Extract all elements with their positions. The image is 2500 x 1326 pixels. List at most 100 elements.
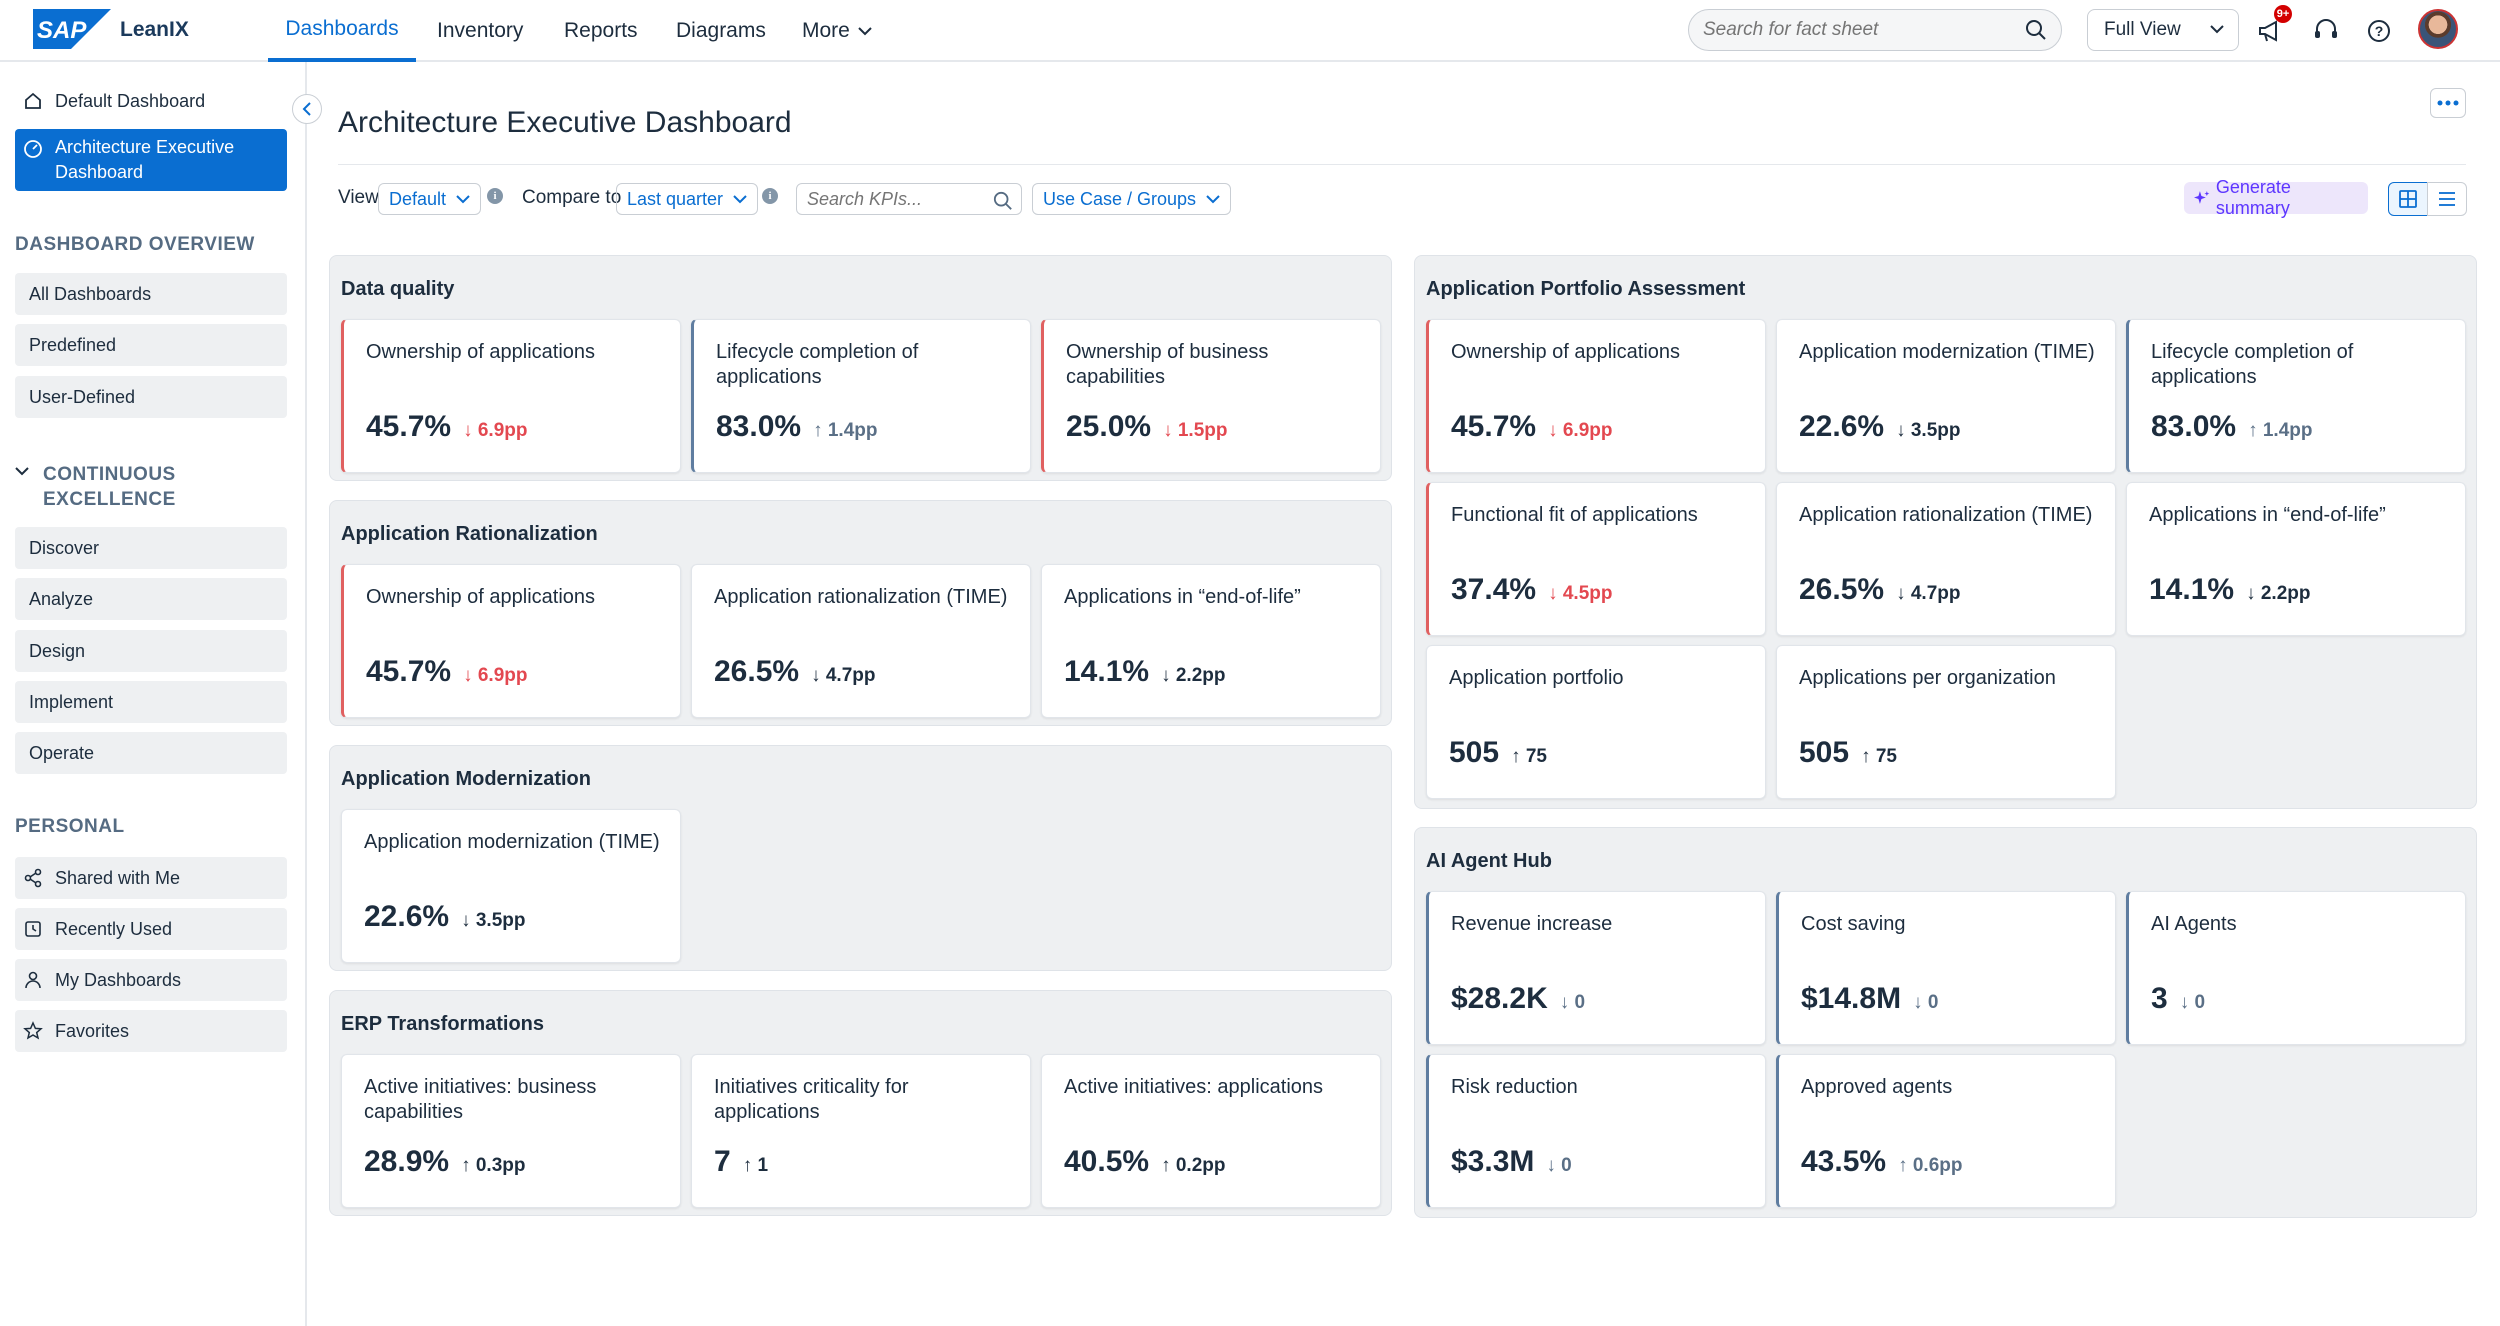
help-icon[interactable]: ? bbox=[2364, 16, 2394, 46]
fact-sheet-search-input[interactable] bbox=[1703, 19, 2003, 41]
kpi-delta: ↓ 2.2pp bbox=[2246, 583, 2311, 604]
kpi-card[interactable]: Applications in “end-of-life” 14.1% ↓ 2.2… bbox=[1041, 564, 1381, 718]
svg-text:?: ? bbox=[2375, 23, 2384, 39]
kpi-value: 3 bbox=[2151, 982, 2168, 1015]
sidebar-item-default-dashboard[interactable]: Default Dashboard bbox=[15, 83, 287, 119]
kpi-card[interactable]: Ownership of applications 45.7% ↓ 6.9pp bbox=[341, 319, 681, 473]
sidebar-item-discover[interactable]: Discover bbox=[15, 527, 287, 569]
kpi-value: 83.0% bbox=[716, 410, 802, 443]
fact-sheet-search[interactable] bbox=[1688, 9, 2062, 51]
kpi-delta: ↑ 0.6pp bbox=[1898, 1155, 1963, 1176]
sidebar-item-all-dashboards[interactable]: All Dashboards bbox=[15, 273, 287, 315]
panel-erp-transformations: ERP Transformations Active initiatives: … bbox=[329, 990, 1392, 1216]
sidebar-item-design[interactable]: Design bbox=[15, 630, 287, 672]
panel-title: AI Agent Hub bbox=[1426, 850, 1552, 872]
kpi-card[interactable]: Applications per organization 505 ↑ 75 bbox=[1776, 645, 2116, 799]
kpi-card[interactable]: Ownership of applications 45.7% ↓ 6.9pp bbox=[1426, 319, 1766, 473]
kpi-card[interactable]: Applications in “end-of-life” 14.1% ↓ 2.2… bbox=[2126, 482, 2466, 636]
kpi-card[interactable]: Application rationalization (TIME) 26.5%… bbox=[691, 564, 1031, 718]
kpi-delta: ↓ 3.5pp bbox=[1896, 420, 1961, 441]
kpi-delta: ↓ 1.5pp bbox=[1163, 420, 1228, 441]
more-options-button[interactable] bbox=[2430, 88, 2466, 118]
headset-icon[interactable] bbox=[2311, 16, 2341, 46]
dashboard-gauge-icon bbox=[24, 140, 42, 158]
search-icon[interactable] bbox=[2025, 19, 2047, 41]
page-title: Architecture Executive Dashboard bbox=[338, 106, 792, 139]
megaphone-icon[interactable] bbox=[2256, 16, 2286, 46]
nav-inventory[interactable]: Inventory bbox=[437, 19, 524, 42]
use-case-groups-value: Use Case / Groups bbox=[1043, 188, 1197, 209]
section-continuous-excellence[interactable]: CONTINUOUS EXCELLENCE bbox=[15, 462, 176, 512]
nav-dashboards[interactable]: Dashboards bbox=[268, 0, 416, 62]
nav-more[interactable]: More bbox=[802, 0, 872, 62]
brand-name[interactable]: LeanIX bbox=[120, 18, 189, 41]
sidebar-item-favorites[interactable]: Favorites bbox=[15, 1010, 287, 1052]
kpi-search-input[interactable] bbox=[807, 188, 987, 210]
nav-reports[interactable]: Reports bbox=[564, 19, 638, 42]
info-icon[interactable]: i bbox=[487, 188, 503, 204]
info-icon[interactable]: i bbox=[762, 188, 778, 204]
kpi-title: Active initiatives: business capabilitie… bbox=[364, 1076, 597, 1123]
view-label: View bbox=[338, 187, 379, 208]
panel-application-rationalization: Application Rationalization Ownership of… bbox=[329, 500, 1392, 726]
kpi-title: Application modernization (TIME) bbox=[1799, 341, 2095, 363]
kpi-card[interactable]: AI Agents 3 ↓ 0 bbox=[2126, 891, 2466, 1045]
chevron-down-icon bbox=[858, 27, 872, 36]
sidebar-item-recently-used[interactable]: Recently Used bbox=[15, 908, 287, 950]
kpi-value: 26.5% bbox=[714, 655, 800, 688]
kpi-card[interactable]: Application portfolio 505 ↑ 75 bbox=[1426, 645, 1766, 799]
kpi-search[interactable] bbox=[796, 183, 1022, 215]
list-view-toggle[interactable] bbox=[2427, 182, 2467, 216]
sidebar-item-operate[interactable]: Operate bbox=[15, 732, 287, 774]
kpi-card[interactable]: Application modernization (TIME) 22.6% ↓ … bbox=[1776, 319, 2116, 473]
kpi-card[interactable]: Approved agents 43.5% ↑ 0.6pp bbox=[1776, 1054, 2116, 1208]
sidebar-item-user-defined[interactable]: User-Defined bbox=[15, 376, 287, 418]
share-icon bbox=[24, 868, 42, 888]
collapse-sidebar-button[interactable] bbox=[292, 94, 322, 124]
sidebar-item-analyze[interactable]: Analyze bbox=[15, 578, 287, 620]
kpi-card[interactable]: Lifecycle completion of applications 83.… bbox=[691, 319, 1031, 473]
kpi-title: Application rationalization (TIME) bbox=[1799, 504, 2093, 526]
kpi-card[interactable]: Revenue increase $28.2K ↓ 0 bbox=[1426, 891, 1766, 1045]
panel-title: Data quality bbox=[341, 278, 455, 300]
section-title-line-1: CONTINUOUS bbox=[43, 464, 176, 485]
kpi-delta: ↓ 0 bbox=[1559, 992, 1586, 1013]
kpi-value: 14.1% bbox=[1064, 655, 1150, 688]
generate-summary-button[interactable]: Generate summary bbox=[2184, 177, 2368, 218]
kpi-value: $28.2K bbox=[1451, 982, 1548, 1015]
kpi-card[interactable]: Lifecycle completion of applications 83.… bbox=[2126, 319, 2466, 473]
kpi-card[interactable]: Initiatives criticality for applications… bbox=[691, 1054, 1031, 1208]
grid-view-toggle[interactable] bbox=[2388, 182, 2428, 216]
panel-title: ERP Transformations bbox=[341, 1013, 545, 1035]
kpi-title: AI Agents bbox=[2151, 913, 2237, 935]
kpi-card[interactable]: Cost saving $14.8M ↓ 0 bbox=[1776, 891, 2116, 1045]
kpi-card[interactable]: Ownership of business capabilities 25.0%… bbox=[1041, 319, 1381, 473]
chevron-down-icon bbox=[15, 467, 29, 476]
view-select-value: Default bbox=[389, 188, 447, 209]
nav-diagrams[interactable]: Diagrams bbox=[676, 19, 766, 42]
kpi-card[interactable]: Active initiatives: applications 40.5% ↑ … bbox=[1041, 1054, 1381, 1208]
sidebar-item-my-dashboards[interactable]: My Dashboards bbox=[15, 959, 287, 1001]
sidebar-item-shared-with-me[interactable]: Shared with Me bbox=[15, 857, 287, 899]
compare-select[interactable]: Last quarter bbox=[616, 183, 759, 215]
view-select[interactable]: Default bbox=[378, 183, 482, 215]
kpi-card[interactable]: Active initiatives: business capabilitie… bbox=[341, 1054, 681, 1208]
kpi-delta: ↑ 75 bbox=[1861, 746, 1897, 767]
sap-logo[interactable]: SAP bbox=[33, 9, 111, 49]
ellipsis-icon bbox=[2437, 100, 2459, 106]
kpi-card[interactable]: Ownership of applications 45.7% ↓ 6.9pp bbox=[341, 564, 681, 718]
kpi-delta: ↑ 1.4pp bbox=[813, 420, 878, 441]
sidebar-item-predefined[interactable]: Predefined bbox=[15, 324, 287, 366]
search-icon[interactable] bbox=[993, 191, 1013, 211]
use-case-groups-select[interactable]: Use Case / Groups bbox=[1032, 183, 1232, 215]
sidebar-item-architecture-executive-dashboard[interactable]: Architecture Executive Dashboard bbox=[15, 129, 287, 191]
kpi-card[interactable]: Application rationalization (TIME) 26.5%… bbox=[1776, 482, 2116, 636]
compare-select-value: Last quarter bbox=[627, 188, 724, 209]
kpi-card[interactable]: Risk reduction $3.3M ↓ 0 bbox=[1426, 1054, 1766, 1208]
kpi-card[interactable]: Functional fit of applications 37.4% ↓ 4.… bbox=[1426, 482, 1766, 636]
kpi-value: 45.7% bbox=[366, 410, 452, 443]
kpi-card[interactable]: Application modernization (TIME) 22.6% ↓ … bbox=[341, 809, 681, 963]
sidebar-item-implement[interactable]: Implement bbox=[15, 681, 287, 723]
view-mode-select[interactable]: Full View bbox=[2087, 9, 2239, 51]
user-avatar[interactable] bbox=[2418, 9, 2458, 49]
